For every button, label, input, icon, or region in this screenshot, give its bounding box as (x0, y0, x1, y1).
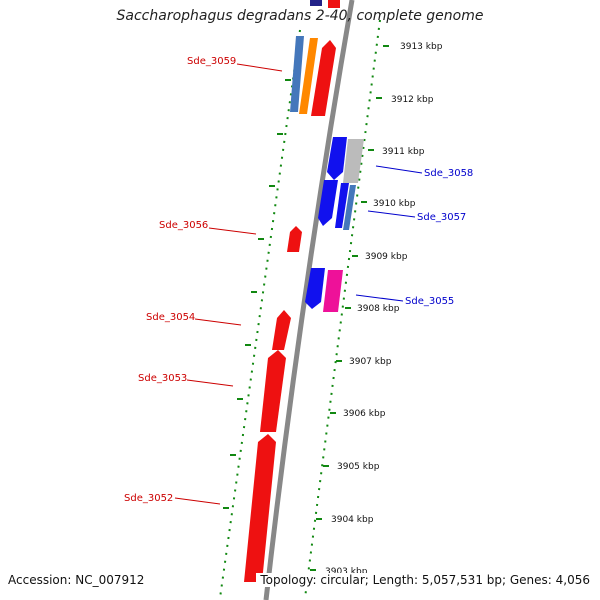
map-title: Saccharophagus degradans 2-40, complete … (116, 8, 484, 24)
accession-label: Accession: NC_007912 (8, 573, 145, 587)
gene-label-sde-3052: Sde_3052 (124, 493, 173, 504)
gene-block-steel-1 (290, 36, 304, 112)
gene-label-sde-3058: Sde_3058 (424, 168, 473, 179)
tick-label: 3904 kbp (331, 515, 374, 525)
gene-block-steel-2 (343, 185, 356, 230)
tick-label: 3908 kbp (357, 304, 400, 314)
tick-label: 3912 kbp (391, 95, 434, 105)
gene-sde-3053-arrow (260, 350, 286, 432)
gene-block-magenta (323, 270, 343, 312)
gene-label-sde-3053: Sde_3053 (138, 373, 187, 384)
genome-summary-label: Topology: circular; Length: 5,057,531 bp… (256, 573, 590, 587)
gene-label-sde-3059: Sde_3059 (187, 56, 236, 67)
gene-sde-3055-arrow (305, 268, 325, 309)
tick-labels: 3913 kbp 3912 kbp 3911 kbp 3910 kbp 3909… (325, 42, 443, 577)
gene-block-blue-small (335, 183, 349, 228)
tick-label: 3905 kbp (337, 462, 380, 472)
tick-label: 3903 kbp (325, 567, 368, 577)
gene-sde-3054-arrow (272, 310, 291, 350)
gene-sde-3058-arrow (327, 137, 347, 180)
tick-label: 3913 kbp (400, 42, 443, 52)
gene-block-top-navy (310, 0, 322, 6)
left-track-ticks (223, 79, 291, 509)
gene-block-top-red (328, 0, 340, 8)
tick-label: 3906 kbp (343, 409, 386, 419)
outer-track-right (304, 19, 381, 599)
tick-label: 3911 kbp (382, 147, 425, 157)
gene-block-gray (343, 139, 364, 183)
gene-labels: Sde_3059 Sde_3058 Sde_3057 Sde_3056 Sde_… (124, 56, 473, 504)
gene-label-sde-3054: Sde_3054 (146, 312, 195, 323)
tick-label: 3910 kbp (373, 199, 416, 209)
gene-sde-3057-arrow (318, 180, 338, 226)
genome-backbone (263, 0, 355, 600)
tick-label: 3907 kbp (349, 357, 392, 367)
gene-sde-3059-arrow (311, 40, 336, 116)
gene-block-orange (299, 38, 318, 114)
gene-sde-3056-arrow (287, 226, 302, 252)
gene-label-sde-3056: Sde_3056 (159, 220, 208, 231)
tick-label: 3909 kbp (365, 252, 408, 262)
gene-label-sde-3055: Sde_3055 (405, 296, 454, 307)
gene-sde-3052-arrow (244, 434, 276, 582)
leader-lines (174, 63, 423, 505)
right-track-ticks (310, 45, 389, 571)
gene-label-sde-3057: Sde_3057 (417, 212, 466, 223)
